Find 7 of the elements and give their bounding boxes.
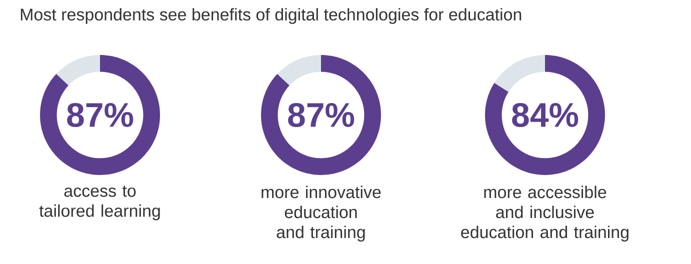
slice-label: more accessible and inclusive education and training <box>461 186 628 242</box>
data-label: 84% <box>512 102 578 128</box>
slice-label: more innovative education and training <box>262 186 381 242</box>
data-label: 87% <box>288 102 354 128</box>
slice-label: access to tailored learning <box>39 186 160 220</box>
text: Most respondents see benefits of digital technologies for education <box>20 8 522 24</box>
data-label: 87% <box>67 102 134 128</box>
